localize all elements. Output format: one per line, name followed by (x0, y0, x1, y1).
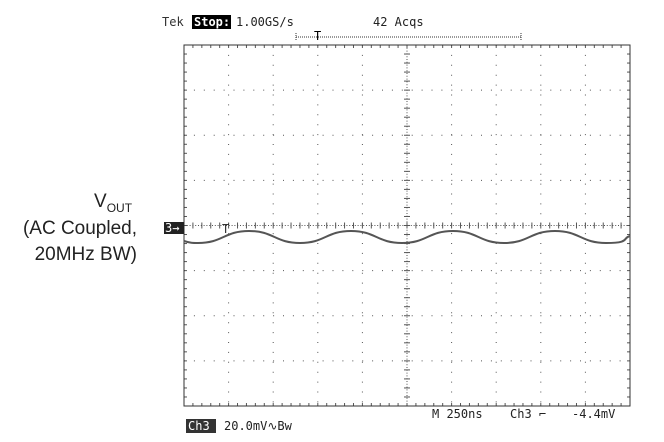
waveform (183, 229, 631, 245)
trigger-source: Ch3 ⌐ (510, 407, 546, 421)
trigger-marker: T (222, 222, 229, 236)
signal-label: VOUT (94, 191, 133, 215)
acquisitions: 42 Acqs (373, 15, 424, 29)
label-line2: (AC Coupled, (23, 218, 137, 239)
channel-bg (186, 419, 216, 433)
state: Stop: (194, 15, 230, 29)
channel-marker: 3→ (165, 221, 179, 235)
signal-name: V (94, 191, 107, 212)
brand: Tek (162, 15, 184, 29)
signal-subscript: OUT (107, 201, 133, 215)
state-bg (192, 15, 231, 29)
vertical-scale: 20.0mV∿Bw (224, 419, 293, 433)
channel: Ch3 (188, 419, 210, 433)
label-line3: 20MHz BW) (35, 244, 137, 265)
trigger-level: -4.4mV (572, 407, 615, 421)
timebase: M 250ns (432, 407, 483, 421)
marker-bg (164, 222, 184, 234)
sample-rate: 1.00GS/s (236, 15, 294, 29)
trigger-pos: T (314, 29, 321, 43)
record-bracket (295, 33, 522, 41)
